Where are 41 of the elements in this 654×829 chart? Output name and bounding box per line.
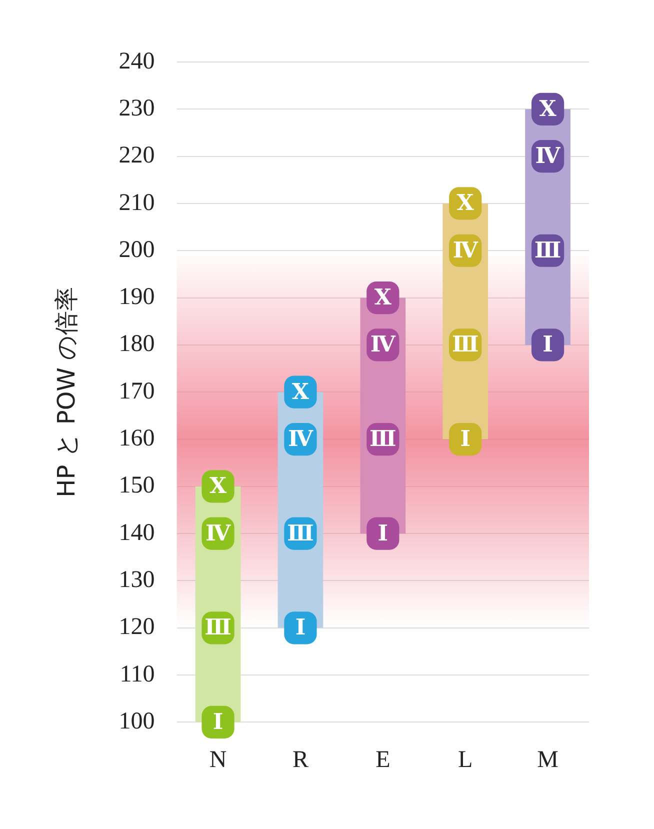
y-tick-label: 140 xyxy=(118,520,155,546)
text: Ⅰ xyxy=(542,332,553,358)
text: Ⅹ xyxy=(292,378,309,405)
y-tick-label: 180 xyxy=(118,331,155,358)
series-label: Ⅰ xyxy=(212,708,224,735)
y-tick-label: 110 xyxy=(120,661,155,688)
text: Ⅰ xyxy=(460,426,470,452)
y-tick-label: 150 xyxy=(118,472,155,499)
text: Ⅹ xyxy=(456,190,474,216)
y-tick-label: 190 xyxy=(118,284,155,310)
text: Ⅹ xyxy=(209,473,227,500)
text: Ⅲ xyxy=(370,426,396,452)
text: Ⅳ xyxy=(370,332,396,358)
text: Ⅹ xyxy=(374,284,392,311)
y-tick-label: 240 xyxy=(118,48,155,74)
x-tick-label: M xyxy=(537,746,558,773)
y-tick-label: 100 xyxy=(118,708,155,734)
text: Ⅳ xyxy=(206,520,231,546)
y-tick-label: 160 xyxy=(118,426,155,452)
x-tick-label: L xyxy=(458,746,473,773)
series-label: Ⅹ xyxy=(539,96,558,122)
y-tick-label: 210 xyxy=(118,190,155,216)
text: Ⅳ xyxy=(535,143,560,170)
text: Ⅰ xyxy=(295,614,306,641)
series-label: Ⅳ xyxy=(452,237,479,264)
text: Ⅳ xyxy=(288,426,313,452)
x-tick-label: E xyxy=(376,746,390,773)
y-tick-label: 170 xyxy=(118,378,155,404)
text: Ⅲ xyxy=(452,332,479,358)
series-label: Ⅲ xyxy=(534,237,562,264)
x-tick-label: N xyxy=(209,746,227,773)
y-tick-label: 130 xyxy=(118,567,155,594)
x-tick-label: R xyxy=(292,746,308,773)
text: Ⅲ xyxy=(287,520,314,546)
y-axis-title: HP と POW の倍率 xyxy=(52,286,81,498)
y-tick-label: 200 xyxy=(118,236,155,263)
text: Ⅲ xyxy=(204,614,232,641)
y-tick-label: 220 xyxy=(118,142,155,169)
text: Ⅰ xyxy=(378,520,388,546)
y-tick-label: 120 xyxy=(118,614,155,640)
y-tick-label: 230 xyxy=(118,95,155,122)
